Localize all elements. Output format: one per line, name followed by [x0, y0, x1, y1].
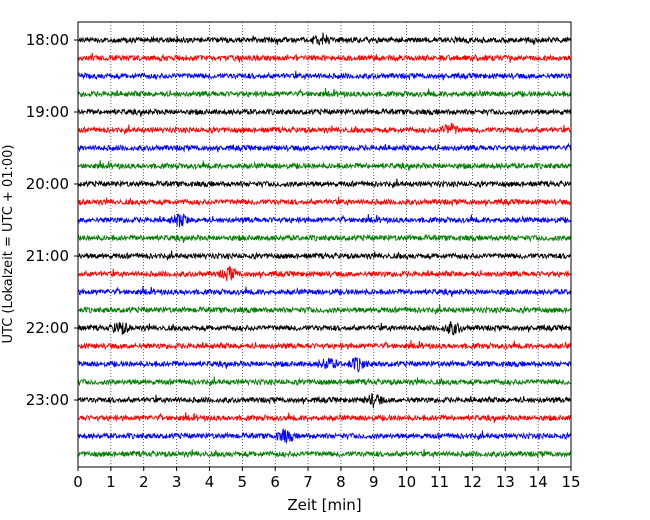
y-tick-label: 21:00 — [26, 247, 69, 265]
x-tick-label: 11 — [430, 473, 449, 491]
trace-2200 — [77, 320, 572, 336]
y-tick-label: 18:00 — [26, 31, 69, 49]
trace-1815 — [77, 52, 572, 63]
trace-2330 — [77, 427, 572, 445]
x-tick-label: 5 — [238, 473, 248, 491]
x-tick-label: 12 — [463, 473, 482, 491]
x-axis-ticks: 0 1 2 3 4 5 6 7 8 9 10 11 12 13 14 15 — [73, 467, 581, 491]
trace-2315 — [77, 412, 572, 423]
trace-1930 — [77, 142, 572, 153]
x-tick-label: 10 — [397, 473, 416, 491]
x-tick-label: 14 — [529, 473, 548, 491]
seismogram-traces — [77, 32, 572, 459]
x-tick-label: 7 — [303, 473, 313, 491]
plot-frame — [77, 21, 572, 468]
x-tick-label: 6 — [270, 473, 280, 491]
x-tick-label: 3 — [172, 473, 182, 491]
x-tick-label: 1 — [106, 473, 116, 491]
trace-1915 — [77, 122, 572, 135]
x-tick-label: 13 — [496, 473, 515, 491]
trace-2145 — [77, 304, 572, 315]
trace-2300 — [77, 393, 572, 409]
trace-1900 — [77, 107, 572, 117]
trace-1800 — [77, 32, 572, 46]
x-tick-label: 9 — [369, 473, 379, 491]
x-tick-label: 2 — [139, 473, 149, 491]
y-tick-label: 19:00 — [26, 103, 69, 121]
y-tick-label: 23:00 — [26, 391, 69, 409]
x-axis-label: Zeit [min] — [287, 496, 361, 514]
trace-2215 — [77, 340, 572, 351]
trace-1830 — [78, 70, 572, 81]
trace-2345 — [77, 448, 572, 459]
y-tick-label: 22:00 — [26, 319, 69, 337]
trace-2015 — [77, 196, 572, 207]
y-axis-ticks: 18:00 19:00 20:00 21:00 22:00 23:00 — [26, 31, 78, 409]
trace-2230 — [77, 356, 572, 373]
grid-lines — [110, 22, 539, 467]
trace-2130 — [77, 286, 572, 297]
trace-2030 — [77, 213, 572, 228]
trace-2000 — [77, 178, 572, 189]
y-tick-label: 20:00 — [26, 175, 69, 193]
trace-2245 — [77, 376, 572, 387]
trace-2100 — [77, 250, 572, 261]
trace-2115 — [77, 265, 572, 282]
trace-1845 — [77, 88, 572, 99]
x-tick-label: 8 — [336, 473, 346, 491]
trace-1945 — [77, 160, 572, 171]
x-tick-label: 0 — [73, 473, 83, 491]
trace-2045 — [77, 233, 572, 243]
x-tick-label: 4 — [205, 473, 215, 491]
x-tick-label: 15 — [561, 473, 580, 491]
y-axis-label: UTC (Lokalzeit = UTC + 01:00) — [1, 145, 16, 344]
